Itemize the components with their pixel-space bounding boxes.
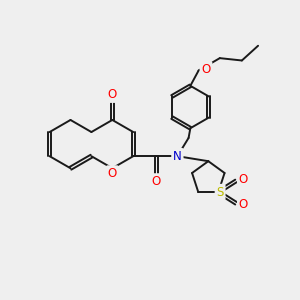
Text: O: O xyxy=(108,88,117,101)
Text: O: O xyxy=(108,167,117,180)
Text: N: N xyxy=(173,150,182,163)
Text: O: O xyxy=(152,175,161,188)
Text: O: O xyxy=(239,173,248,186)
Text: O: O xyxy=(201,63,211,76)
Text: S: S xyxy=(216,186,224,199)
Text: O: O xyxy=(239,198,248,211)
